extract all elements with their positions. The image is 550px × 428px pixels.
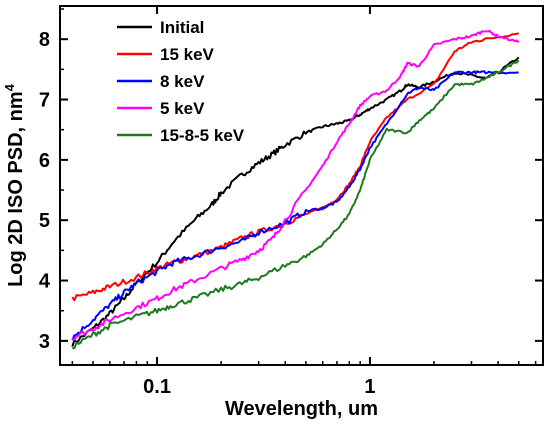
- plot-frame: [59, 5, 544, 366]
- series-line-4: [72, 59, 520, 350]
- legend-label: 8 keV: [160, 72, 205, 91]
- y-tick-label: 7: [39, 90, 50, 112]
- x-axis-label: Wevelength, um: [225, 398, 378, 420]
- series-line-2: [71, 70, 519, 341]
- legend-label: 15 keV: [160, 45, 215, 64]
- y-axis-label-superscript: 4: [2, 83, 17, 91]
- y-tick-label: 8: [39, 29, 50, 51]
- y-tick-label: 6: [39, 150, 50, 172]
- legend: Initial 15 keV 8 keV 5 keV 15-8-5 keV: [117, 18, 245, 145]
- axis-layer: 3 4 5 6 7 8 0.1 1: [39, 6, 543, 398]
- series-line-0: [71, 56, 520, 347]
- legend-label: 5 keV: [160, 99, 205, 118]
- x-tick-label: 1: [364, 376, 375, 398]
- y-tick-label: 4: [39, 271, 51, 293]
- series-line-3: [71, 29, 520, 341]
- x-tick-label: 0.1: [143, 376, 171, 398]
- legend-label: 15-8-5 keV: [160, 126, 245, 145]
- series-layer: [71, 29, 520, 350]
- y-axis-label: Log 2D ISO PSD, nm4: [2, 83, 27, 287]
- y-tick-label: 5: [39, 210, 50, 232]
- y-tick-label: 3: [39, 331, 50, 353]
- legend-label: Initial: [160, 18, 204, 37]
- y-axis-label-text: Log 2D ISO PSD, nm: [5, 91, 27, 287]
